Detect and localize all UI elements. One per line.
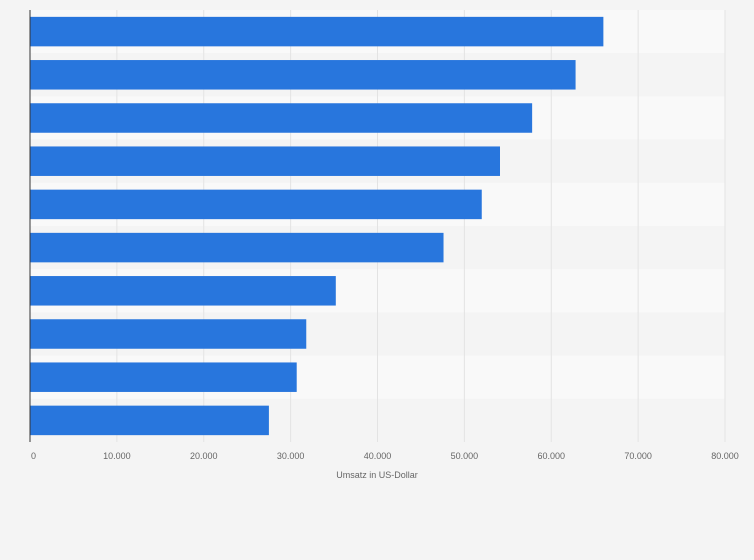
x-tick-label: 20.000: [190, 451, 218, 461]
bar[interactable]: [30, 319, 307, 349]
x-tick-label: 70.000: [624, 451, 652, 461]
x-tick-label: 30.000: [277, 451, 305, 461]
bar[interactable]: [30, 103, 533, 133]
bar[interactable]: [30, 362, 297, 392]
x-tick-label: 60.000: [537, 451, 565, 461]
bar[interactable]: [30, 146, 500, 176]
bar[interactable]: [30, 405, 269, 436]
bar[interactable]: [30, 276, 336, 306]
x-axis-ticks: 0 10.000 20.000 30.000 40.000 50.000 60.000 70.…: [31, 451, 739, 461]
bar[interactable]: [30, 189, 482, 220]
x-tick-label: 50.000: [451, 451, 479, 461]
bar[interactable]: [30, 232, 444, 263]
x-tick-label: 80.000: [711, 451, 739, 461]
x-tick-label: 40.000: [364, 451, 392, 461]
x-axis-title: Umsatz in US-Dollar: [336, 470, 418, 480]
x-tick-label: 0: [31, 451, 36, 461]
bar[interactable]: [30, 16, 604, 47]
bar[interactable]: [30, 60, 576, 90]
bars: [30, 16, 604, 436]
x-tick-label: 10.000: [103, 451, 131, 461]
